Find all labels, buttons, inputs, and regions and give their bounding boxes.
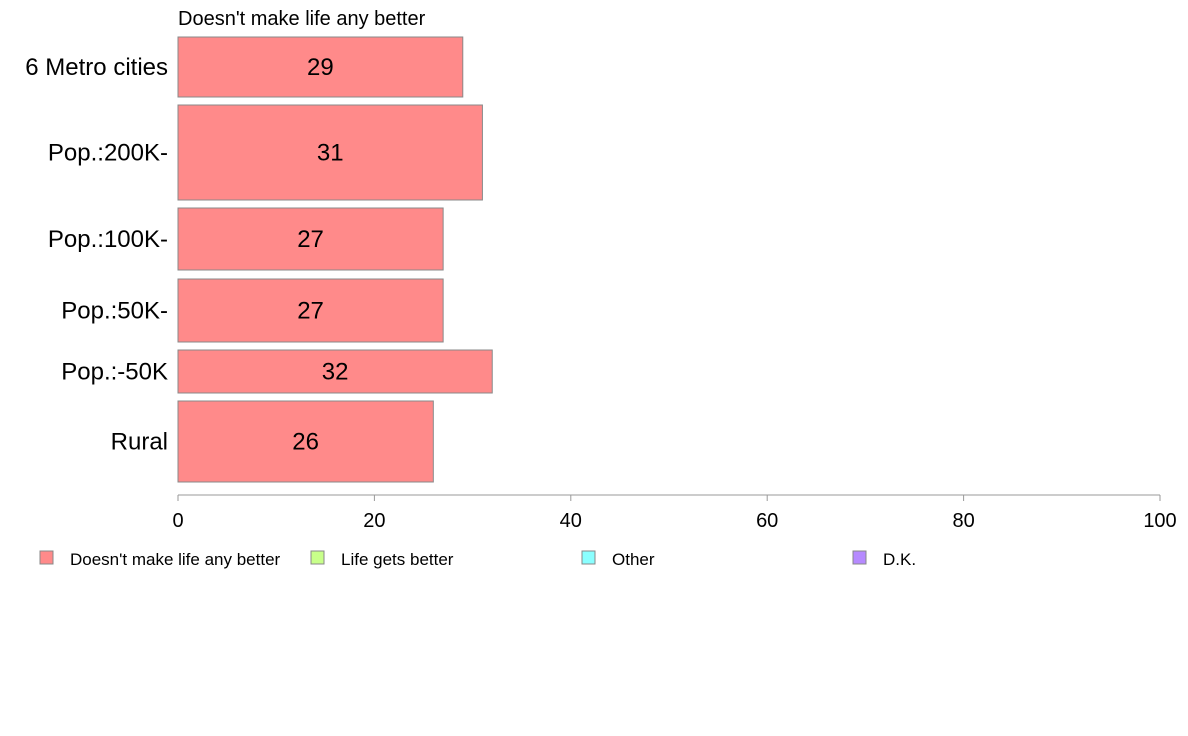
legend-label: Other: [612, 550, 655, 569]
category-label: Rural: [111, 429, 168, 456]
legend-label: D.K.: [883, 550, 916, 569]
legend-swatch: [39, 550, 54, 565]
x-tick-label: 80: [952, 510, 974, 532]
bar: [177, 104, 483, 201]
x-tick-label: 40: [560, 510, 582, 532]
bar: [177, 349, 493, 394]
data-label: 26: [292, 429, 319, 456]
data-label: 31: [317, 140, 344, 167]
bar: [177, 207, 444, 271]
legend-label: Doesn't make life any better: [70, 550, 281, 569]
bar: [177, 36, 464, 98]
category-label: Pop.:100K-: [48, 226, 168, 253]
value-labels: 29 31 27 27 32 26: [292, 54, 348, 456]
data-label: 29: [307, 54, 334, 81]
legend-swatch: [581, 550, 596, 565]
x-tick-label: 60: [756, 510, 778, 532]
data-label: 27: [297, 298, 324, 325]
category-label: Pop.:-50K: [61, 359, 168, 386]
legend: Doesn't make life any better Life gets be…: [39, 550, 916, 569]
bars-group: [177, 36, 493, 483]
data-label: 27: [297, 226, 324, 253]
legend-swatch: [310, 550, 325, 565]
x-tick-label: 20: [363, 510, 385, 532]
category-label: 6 Metro cities: [25, 54, 168, 81]
data-label: 32: [322, 359, 349, 386]
chart-title: Doesn't make life any better: [178, 8, 426, 30]
x-tick-label: 0: [172, 510, 183, 532]
bar: [177, 400, 434, 483]
category-label: Pop.:50K-: [61, 298, 168, 325]
x-axis: 0 20 40 60 80 100: [172, 494, 1177, 532]
x-tick-label: 100: [1143, 510, 1176, 532]
category-label: Pop.:200K-: [48, 140, 168, 167]
legend-swatch: [852, 550, 867, 565]
legend-label: Life gets better: [341, 550, 454, 569]
category-labels: 6 Metro cities Pop.:200K- Pop.:100K- Pop.:5…: [25, 54, 168, 456]
bar: [177, 278, 444, 343]
